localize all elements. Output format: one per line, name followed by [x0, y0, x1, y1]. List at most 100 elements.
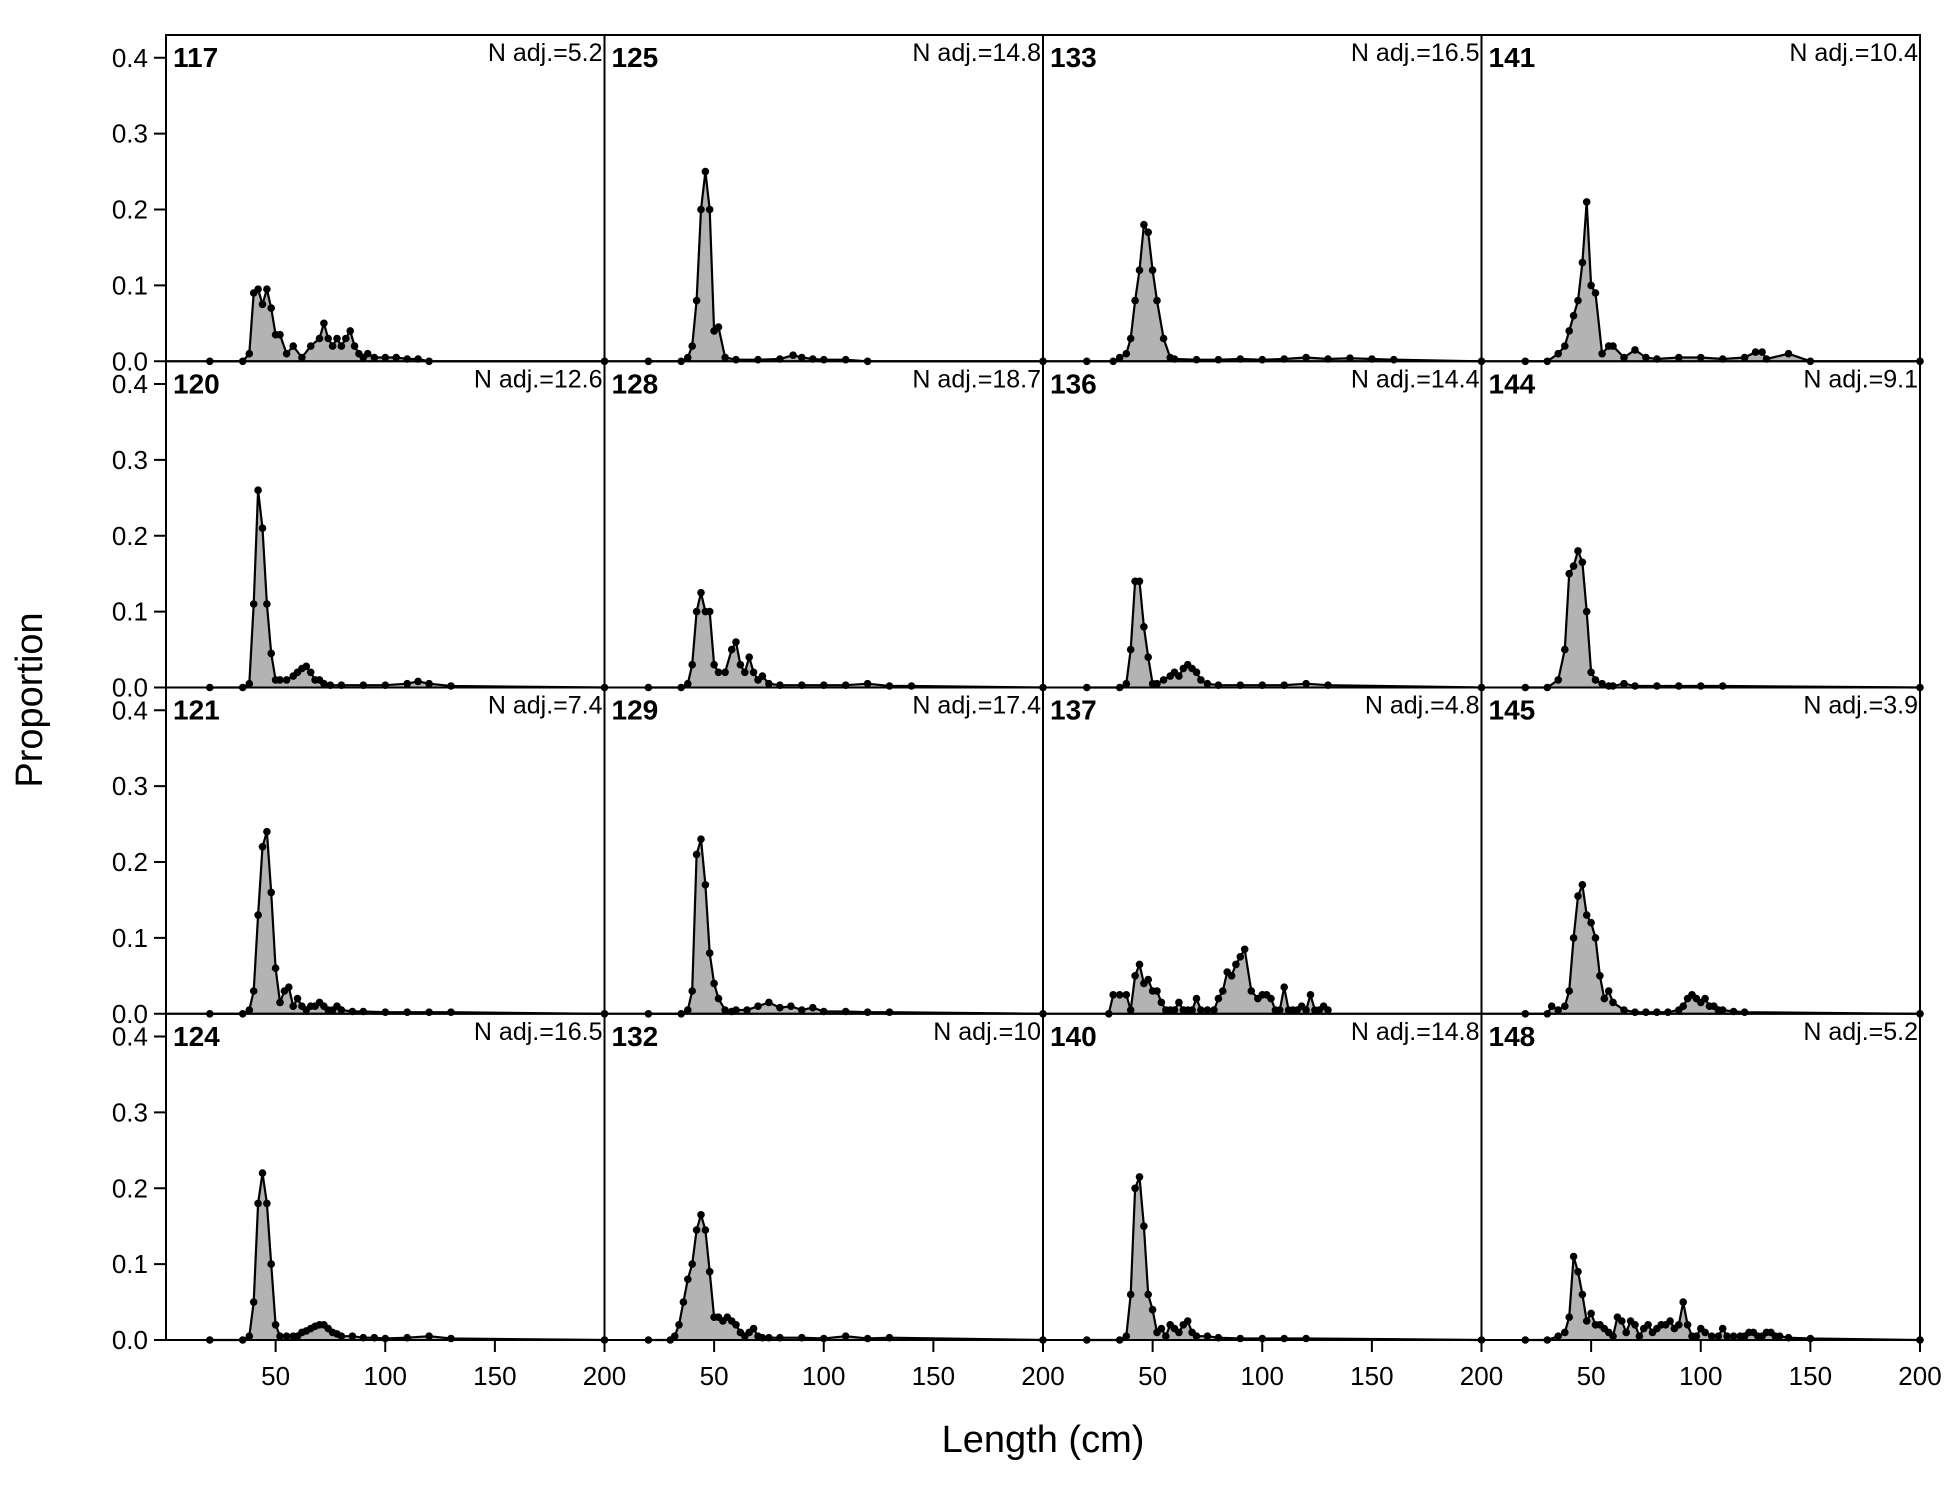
- panel-132-point: [684, 1275, 692, 1284]
- panel-125-label: 125: [612, 42, 659, 73]
- panel-129-point: [885, 1008, 894, 1016]
- panel-133-point: [1346, 354, 1354, 363]
- panel-121-point: [285, 983, 293, 991]
- panel-145: 145 N adj.=3.9: [1480, 686, 1924, 1018]
- panel-117-point: [315, 334, 324, 343]
- panel-141-point: [1751, 348, 1760, 356]
- panel-141-point: [1561, 342, 1569, 350]
- panel-132-point: [675, 1321, 683, 1329]
- panel-117-point: [289, 342, 298, 350]
- panel-128-point: [765, 679, 773, 688]
- panel-145-point: [1591, 934, 1600, 942]
- panel-137-point: [1236, 953, 1245, 961]
- panel-140-point: [1192, 1332, 1201, 1340]
- panel-121-point: [245, 1006, 254, 1014]
- x-tick-label: 100: [802, 1361, 845, 1391]
- panel-121: 121 N adj.=7.4: [165, 686, 609, 1018]
- panel-148-point: [1707, 1332, 1716, 1340]
- panel-128-point: [710, 660, 718, 669]
- panel-140-label: 140: [1050, 1021, 1097, 1052]
- panel-145-point: [1642, 1008, 1650, 1016]
- panel-125-point: [754, 355, 762, 364]
- panel-121-point: [337, 1006, 346, 1014]
- panel-117-point: [370, 353, 379, 362]
- panel-125-point: [684, 353, 692, 362]
- x-tick-label: 100: [364, 1361, 407, 1391]
- panel-132-point: [705, 1267, 714, 1276]
- panel-125-point: [841, 355, 850, 364]
- panel-128-point: [714, 668, 723, 677]
- panel-140-point: [1162, 1332, 1170, 1340]
- panel-145-point: [1554, 1006, 1562, 1014]
- panel-121-point: [249, 987, 258, 995]
- panel-125-point: [714, 323, 723, 331]
- panel-137-point: [1170, 1006, 1179, 1014]
- panel-132-point: [863, 1334, 872, 1343]
- panel-128-point: [697, 588, 705, 597]
- panel-121-border: [165, 686, 606, 1015]
- x-tick-label: 150: [1789, 1361, 1832, 1391]
- panel-136-point: [1175, 672, 1183, 680]
- panel-121-point: [276, 998, 284, 1007]
- panel-117-point: [333, 334, 341, 343]
- panel-140-point: [1157, 1324, 1166, 1333]
- panel-121-point: [425, 1008, 433, 1016]
- panel-132-border: [603, 1012, 1044, 1341]
- panel-148-point: [1609, 1332, 1617, 1340]
- panel-128-point: [741, 668, 749, 677]
- panel-129-point: [732, 1006, 740, 1014]
- panel-117-point: [282, 349, 291, 358]
- panel-129-point: [697, 835, 705, 843]
- panel-133-point: [1159, 334, 1168, 343]
- y-tick-label: 0.1: [112, 270, 148, 300]
- x-tick-label: 50: [1138, 1361, 1167, 1391]
- panel-137-point: [1280, 983, 1288, 991]
- panel-125-point: [798, 353, 806, 362]
- panel-124-point: [447, 1334, 455, 1343]
- y-tick-label: 0.1: [112, 923, 148, 953]
- panel-148-point: [1729, 1332, 1738, 1340]
- panel-120-point: [276, 676, 284, 684]
- x-tick-label: 200: [1460, 1361, 1503, 1391]
- panel-148-point: [1692, 1332, 1701, 1340]
- panel-133-nadj: N adj.=16.5: [1351, 39, 1480, 67]
- panel-137-point: [1157, 998, 1166, 1007]
- panel-144-point: [1554, 676, 1562, 684]
- panel-137-point: [1122, 991, 1131, 999]
- panel-136-point: [1192, 668, 1201, 677]
- panel-137-point: [1267, 994, 1275, 1003]
- panel-144-point: [1591, 676, 1600, 684]
- panel-148: 148 N adj.=5.2: [1480, 1012, 1924, 1344]
- panel-128-point: [684, 679, 692, 688]
- panel-120-point: [263, 600, 271, 608]
- panel-125-point: [701, 167, 710, 176]
- panel-128-point: [907, 682, 916, 690]
- panel-120-point: [414, 677, 422, 686]
- panel-145-point: [1578, 881, 1587, 889]
- panel-144-point: [1631, 682, 1639, 690]
- panel-129-point: [692, 850, 701, 859]
- panel-144-point: [1697, 682, 1705, 690]
- panel-124-point: [282, 1332, 291, 1340]
- panel-141-point: [1697, 353, 1705, 362]
- panel-132-point: [692, 1226, 701, 1234]
- panel-148-point: [1631, 1321, 1639, 1329]
- panel-117-point: [337, 342, 346, 350]
- panel-133-point: [1192, 355, 1201, 364]
- panel-140-point: [1126, 1290, 1135, 1299]
- panel-141-point: [1620, 353, 1628, 362]
- x-tick-label: 100: [1679, 1361, 1722, 1391]
- panel-145-point: [1561, 1002, 1569, 1010]
- panel-124-point: [267, 1260, 276, 1268]
- panel-124-point: [348, 1332, 357, 1340]
- panel-137-point: [1115, 991, 1124, 999]
- panel-145-point: [1679, 1002, 1687, 1010]
- panel-128-point: [885, 682, 894, 690]
- panel-128-point: [732, 638, 740, 646]
- panel-140-point: [1302, 1334, 1310, 1343]
- panel-128-point: [727, 645, 736, 654]
- panel-148-point: [1622, 1328, 1630, 1337]
- panel-141-point: [1574, 296, 1582, 305]
- panel-140-point: [1144, 1290, 1152, 1299]
- panel-128-line: [648, 592, 1044, 689]
